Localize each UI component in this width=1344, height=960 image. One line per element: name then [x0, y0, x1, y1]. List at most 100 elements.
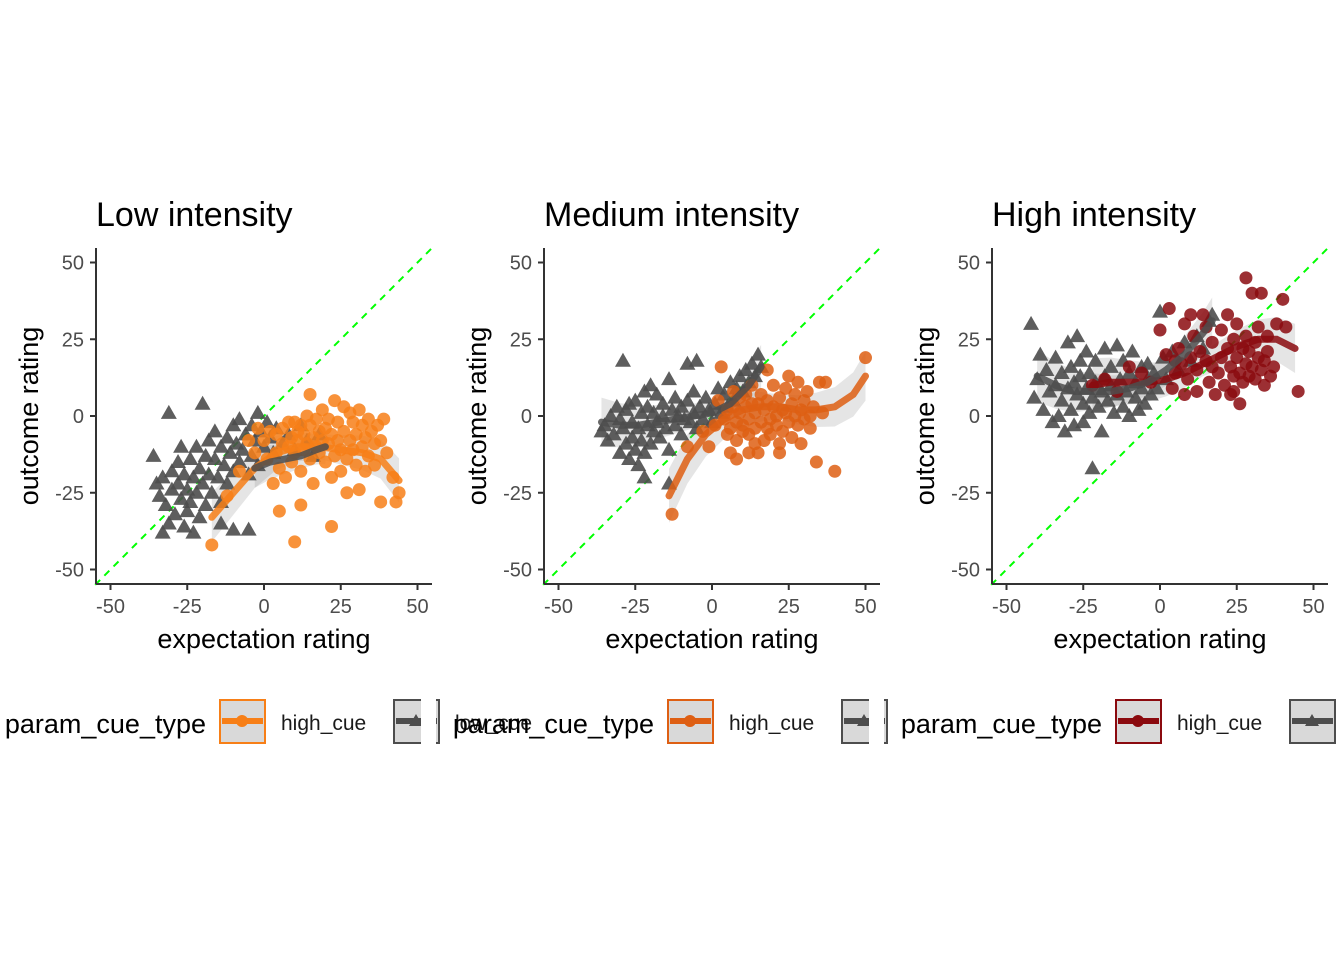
data-point-low-cue	[691, 398, 708, 413]
data-point-low-cue	[642, 435, 659, 450]
data-point-high-cue	[306, 477, 320, 491]
data-point-high-cue	[1217, 378, 1231, 392]
x-axis-title: expectation rating	[1053, 624, 1266, 654]
x-tick-label: 50	[406, 596, 428, 618]
data-point-low-cue	[154, 524, 171, 539]
plot-area: -50 -25 0 25 50 -50 -25 0 25 50	[55, 246, 434, 618]
y-tick-label: -25	[55, 483, 84, 505]
data-point-low-cue	[1136, 395, 1153, 410]
data-point-high-cue	[776, 424, 790, 438]
data-point-high-cue	[251, 421, 265, 435]
data-point-low-cue	[1035, 401, 1052, 416]
plot-area: -50 -25 0 25 50 -50 -25 0 25 50	[951, 246, 1330, 618]
data-point-low-cue	[197, 497, 214, 512]
y-tick-label: 50	[62, 253, 84, 275]
data-point-low-cue	[234, 441, 251, 456]
fit-line-high-cue	[665, 372, 869, 500]
data-point-low-cue	[614, 352, 631, 367]
panel-high-intensity: High intensity expectation rating outcom…	[910, 196, 1330, 654]
data-point-low-cue	[667, 417, 684, 432]
data-point-low-cue	[654, 395, 671, 410]
data-point-low-cue	[1152, 303, 1168, 318]
y-tick-label: 0	[73, 406, 84, 428]
data-point-low-cue	[1115, 398, 1132, 413]
data-point-low-cue	[1127, 389, 1144, 404]
legend-key-low-cue-marker	[409, 714, 423, 726]
data-point-low-cue	[163, 463, 180, 478]
data-point-high-cue	[272, 504, 286, 518]
data-point-low-cue	[188, 484, 205, 499]
data-point-high-cue	[809, 455, 823, 469]
data-point-high-cue	[1214, 323, 1228, 337]
data-point-high-cue	[318, 455, 332, 469]
data-point-high-cue	[340, 452, 354, 466]
data-point-low-cue	[1075, 414, 1092, 429]
data-point-low-cue	[157, 497, 174, 512]
plot-area: -50 -25 0 25 50 -50 -25 0 25 50	[503, 246, 882, 618]
data-point-high-cue	[377, 412, 391, 426]
data-point-high-cue	[337, 424, 351, 438]
data-point-low-cue	[145, 447, 162, 462]
x-tick-label: 25	[1226, 596, 1248, 618]
fit-line-low-cue	[597, 363, 765, 429]
data-point-low-cue	[611, 444, 628, 459]
data-point-high-cue	[1257, 378, 1271, 392]
data-point-high-cue	[1193, 345, 1207, 359]
data-point-low-cue	[633, 432, 650, 447]
x-tick-label: -50	[96, 596, 125, 618]
data-point-low-cue	[182, 450, 199, 465]
data-point-low-cue	[1059, 334, 1076, 349]
data-point-low-cue	[160, 404, 177, 419]
data-point-high-cue	[331, 415, 345, 429]
data-point-low-cue	[176, 466, 193, 481]
data-point-low-cue	[213, 438, 230, 453]
panel-title: Low intensity	[96, 196, 293, 234]
data-point-low-cue	[1069, 328, 1086, 343]
data-point-high-cue	[294, 464, 308, 478]
legend-label-high-cue: high_cue	[1177, 712, 1262, 735]
data-point-low-cue	[688, 352, 705, 367]
data-point-low-cue	[608, 398, 625, 413]
data-point-low-cue	[667, 389, 684, 404]
data-point-high-cue	[773, 446, 787, 460]
data-point-high-cue	[702, 440, 716, 454]
data-point-high-cue	[1227, 332, 1241, 346]
data-point-high-cue	[328, 394, 342, 408]
data-point-high-cue	[272, 461, 286, 475]
y-tick-label: -25	[503, 483, 532, 505]
x-tick-label: 50	[854, 596, 876, 618]
data-point-low-cue	[170, 454, 187, 469]
data-point-high-cue	[1242, 345, 1256, 359]
legend-key-high-cue-marker	[1132, 715, 1144, 727]
data-point-low-cue	[194, 395, 211, 410]
data-point-low-cue	[694, 411, 711, 426]
data-point-high-cue	[1153, 323, 1167, 337]
data-point-low-cue	[249, 404, 266, 419]
data-point-high-cue	[325, 520, 339, 534]
data-point-low-cue	[679, 355, 696, 370]
y-tick-label: 50	[958, 253, 980, 275]
data-point-low-cue	[627, 441, 644, 456]
fit-line-low-cue	[251, 443, 329, 472]
data-point-high-cue	[1267, 360, 1281, 374]
data-point-low-cue	[194, 475, 211, 490]
data-point-low-cue	[636, 444, 653, 459]
legend-label-low-cue: low_cue	[455, 712, 532, 735]
data-point-high-cue	[352, 483, 366, 497]
data-point-low-cue	[216, 457, 233, 472]
x-tick-label: -25	[621, 596, 650, 618]
data-point-low-cue	[206, 450, 223, 465]
data-point-high-cue	[1178, 388, 1192, 402]
data-point-low-cue	[1084, 389, 1101, 404]
data-point-high-cue	[782, 369, 796, 383]
panel-medium-intensity: Medium intensity expectation rating outc…	[462, 196, 882, 654]
data-point-low-cue	[160, 515, 177, 530]
data-point-high-cue	[779, 381, 793, 395]
legend-key-low-cue-marker	[857, 714, 871, 726]
data-point-low-cue	[203, 484, 220, 499]
data-point-low-cue	[1121, 408, 1138, 422]
x-tick-label: 25	[330, 596, 352, 618]
x-axis-title: expectation rating	[157, 624, 370, 654]
data-point-high-cue	[1230, 351, 1244, 365]
data-point-high-cue	[1171, 341, 1185, 355]
